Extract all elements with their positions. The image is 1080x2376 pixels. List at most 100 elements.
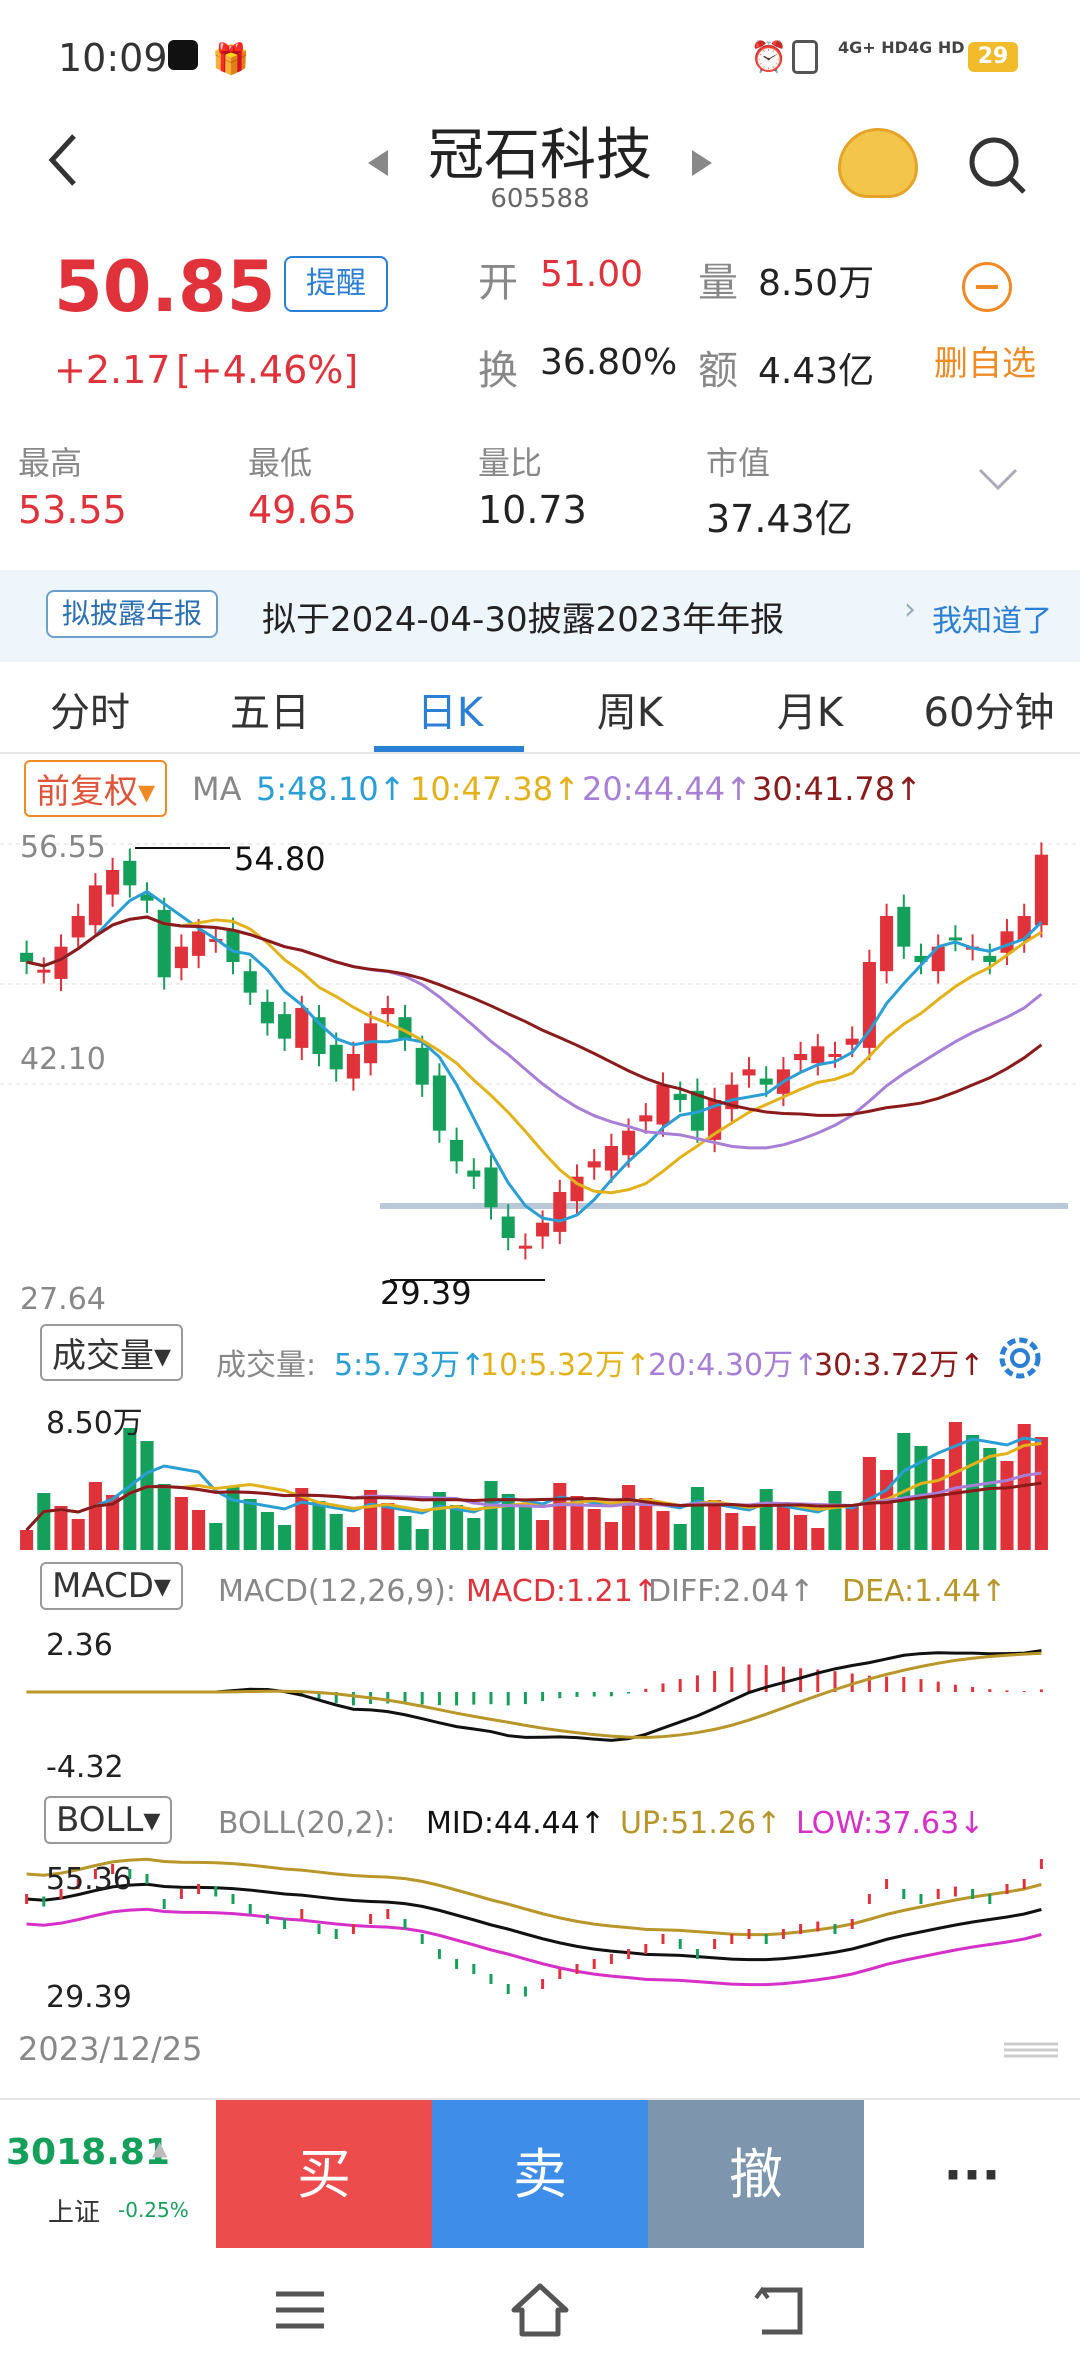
- notice-ack-link[interactable]: 我知道了: [932, 604, 1052, 639]
- back-nav-icon[interactable]: [752, 2286, 808, 2336]
- more-button[interactable]: ···: [943, 2146, 1001, 2204]
- status-time: 10:09: [58, 36, 168, 80]
- macd-top-label: 2.36: [46, 1628, 113, 1663]
- search-icon[interactable]: [962, 132, 1032, 202]
- triangle-down-icon: ▾: [143, 1800, 161, 1840]
- vol20-text: 20:4.30万: [648, 1348, 794, 1383]
- prev-stock-icon[interactable]: [366, 148, 392, 178]
- boll-chart[interactable]: [0, 1850, 1080, 2016]
- sell-button[interactable]: 卖: [432, 2100, 648, 2250]
- candle-body: [20, 952, 34, 962]
- low-label: 最低: [248, 444, 313, 482]
- candle-body: [54, 946, 68, 979]
- settings-gear-icon[interactable]: [992, 1330, 1048, 1386]
- volume-bar: [880, 1470, 894, 1550]
- tab-daily-k[interactable]: 日K: [416, 690, 484, 736]
- back-icon[interactable]: [44, 130, 84, 190]
- candle-body: [226, 929, 240, 962]
- adjust-selector[interactable]: 前复权▾: [24, 760, 168, 817]
- stock-name: 冠石科技: [428, 123, 652, 188]
- volume-bar: [329, 1514, 343, 1550]
- candle-body: [897, 906, 911, 947]
- macd-selector[interactable]: MACD▾: [40, 1562, 183, 1610]
- trade-bar: 3018.81 ▲ 上证 -0.25% 买 卖 撤 ···: [0, 2098, 1080, 2250]
- volume-label: 成交量:: [216, 1348, 317, 1383]
- tab-60min[interactable]: 60分钟: [923, 690, 1055, 736]
- volume-bar: [174, 1497, 188, 1550]
- macd-value: MACD:1.21↑: [466, 1574, 658, 1609]
- ma30-line: [26, 915, 1043, 1117]
- mascot-icon[interactable]: [838, 128, 918, 198]
- candle-body: [794, 1054, 808, 1061]
- boll-low: LOW:37.63↓: [796, 1806, 985, 1841]
- candle-body: [639, 1115, 653, 1122]
- scroll-handle-icon[interactable]: [1002, 2040, 1060, 2060]
- tab-weekly-k[interactable]: 周K: [596, 690, 664, 736]
- candle-body: [88, 885, 102, 926]
- network-1: 4G+ HD: [838, 38, 908, 57]
- volume-bar: [501, 1494, 515, 1550]
- dea-text: DEA:1.44: [842, 1574, 981, 1609]
- cancel-order-button[interactable]: 撤: [648, 2100, 864, 2250]
- volume-bar: [467, 1518, 481, 1550]
- home-icon[interactable]: [510, 2282, 570, 2338]
- volume-bar: [484, 1481, 498, 1550]
- volume-bar: [656, 1511, 670, 1550]
- volume-bar: [450, 1505, 464, 1550]
- macd-params: MACD(12,26,9):: [218, 1574, 456, 1609]
- macd-chart[interactable]: [0, 1622, 1080, 1786]
- candle-body: [673, 1093, 687, 1100]
- candle-body: [914, 955, 928, 962]
- vol30-text: 30:3.72万: [814, 1348, 960, 1383]
- volume-chart[interactable]: [0, 1390, 1080, 1554]
- boll-bot-label: 29.39: [46, 1980, 132, 2015]
- volume-top-label: 8.50万: [46, 1406, 143, 1441]
- delete-watch-icon[interactable]: [962, 262, 1012, 312]
- next-stock-icon[interactable]: [688, 148, 714, 178]
- ma30-value: 30:41.78↑: [752, 770, 922, 808]
- volume-bar: [622, 1485, 636, 1550]
- boll-mid: MID:44.44↑: [426, 1806, 605, 1841]
- ma20-text: 20:44.44: [582, 770, 726, 808]
- candle-body: [587, 1161, 601, 1168]
- kline-chart[interactable]: [0, 824, 1080, 1314]
- volume-bar: [518, 1507, 532, 1550]
- volume-bar: [708, 1500, 722, 1550]
- tab-five-day[interactable]: 五日: [230, 690, 310, 736]
- vol30-value: 30:3.72万↑: [814, 1348, 985, 1383]
- candle-body: [948, 937, 962, 941]
- vol5-text: 5:5.73万: [334, 1348, 460, 1383]
- volume-bar: [845, 1504, 859, 1550]
- tiktok-icon: [168, 40, 198, 70]
- volume-bar: [381, 1503, 395, 1550]
- turnover-value: 36.80%: [540, 342, 678, 383]
- candle-body: [243, 971, 257, 993]
- kline-high-mark: 54.80: [234, 840, 326, 878]
- candle-body: [157, 909, 171, 978]
- boll-selector[interactable]: BOLL▾: [44, 1796, 173, 1844]
- high-value: 53.55: [18, 488, 127, 532]
- delete-watch-label[interactable]: 删自选: [934, 344, 1036, 384]
- boll-mid-line: [26, 1882, 1042, 1962]
- volume-bar: [553, 1483, 567, 1550]
- volume-bar: [243, 1499, 257, 1550]
- menu-icon[interactable]: [274, 2290, 326, 2330]
- tab-intraday[interactable]: 分时: [50, 690, 130, 736]
- tab-monthly-k[interactable]: 月K: [776, 690, 844, 736]
- open-value: 51.00: [540, 254, 644, 295]
- remind-button[interactable]: 提醒: [284, 256, 388, 312]
- market-cap-label: 市值: [706, 444, 771, 482]
- macd-selector-label: MACD: [52, 1566, 154, 1606]
- candle-body: [415, 1047, 429, 1085]
- candle-body: [295, 1008, 309, 1048]
- chevron-down-icon[interactable]: [976, 464, 1020, 494]
- index-value[interactable]: 3018.81: [6, 2132, 170, 2173]
- notice-bar[interactable]: 拟披露年报 拟于2024-04-30披露2023年年报 我知道了 ›: [0, 570, 1080, 662]
- buy-button[interactable]: 买: [216, 2100, 432, 2250]
- period-tabs: 分时 五日 日K 周K 月K 60分钟: [0, 662, 1080, 754]
- volume-selector[interactable]: 成交量▾: [40, 1324, 184, 1381]
- date-start: 2023/12/25: [18, 2030, 203, 2068]
- volume-bar: [123, 1428, 137, 1550]
- candle-body: [192, 931, 206, 956]
- dea-line: [26, 1651, 1042, 1739]
